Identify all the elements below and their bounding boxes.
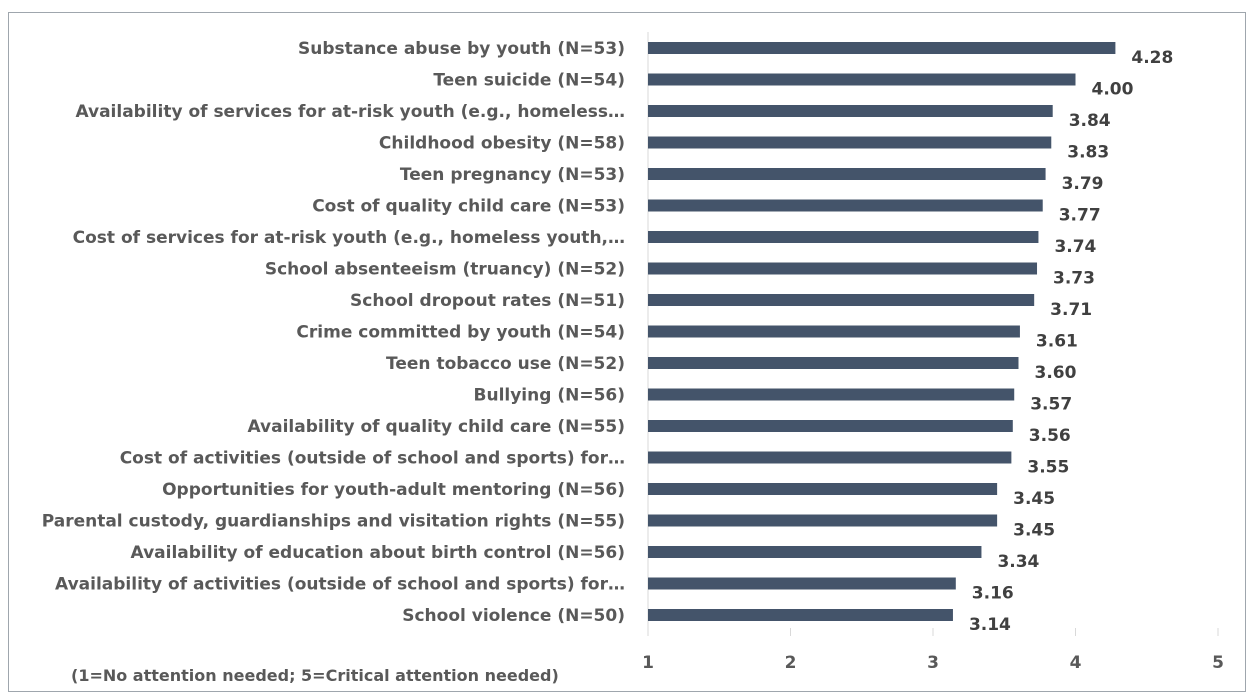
bar <box>648 136 1052 149</box>
x-tick-label: 5 <box>1212 653 1224 673</box>
data-label: 3.56 <box>1029 426 1071 446</box>
category-label: Cost of quality child care (N=53) <box>312 197 625 217</box>
scale-note: (1=No attention needed; 5=Critical atten… <box>71 666 559 685</box>
bar <box>648 294 1035 306</box>
category-label: Availability of services for at-risk you… <box>75 102 625 122</box>
category-label: Substance abuse by youth (N=53) <box>298 39 625 59</box>
bar <box>648 168 1046 180</box>
data-label: 3.14 <box>969 615 1011 635</box>
bar <box>648 609 953 621</box>
bar <box>648 420 1013 432</box>
x-tick-label: 4 <box>1070 653 1082 673</box>
data-label: 3.45 <box>1013 521 1055 541</box>
data-label: 3.45 <box>1013 489 1055 509</box>
category-label: Availability of activities (outside of s… <box>55 575 625 595</box>
x-tick-label: 2 <box>785 653 797 673</box>
category-label: School absenteeism (truancy) (N=52) <box>265 260 625 280</box>
data-label: 3.83 <box>1067 143 1109 163</box>
bar <box>648 199 1043 212</box>
data-label: 3.77 <box>1059 206 1101 226</box>
category-label: Teen pregnancy (N=53) <box>400 165 625 185</box>
data-label: 3.16 <box>972 584 1014 604</box>
x-tick-label: 3 <box>927 653 939 673</box>
category-label: Parental custody, guardianships and visi… <box>42 512 625 532</box>
data-label: 4.00 <box>1092 80 1134 100</box>
bar <box>648 483 998 495</box>
category-label: Childhood obesity (N=58) <box>379 134 625 154</box>
bar <box>648 451 1012 464</box>
data-label: 3.57 <box>1030 395 1072 415</box>
bar <box>648 105 1053 117</box>
x-tick-label: 1 <box>642 653 654 673</box>
category-label: School dropout rates (N=51) <box>350 291 625 311</box>
category-label: Cost of activities (outside of school an… <box>120 449 625 469</box>
bar <box>648 231 1039 243</box>
bar <box>648 388 1015 401</box>
data-label: 3.84 <box>1069 111 1111 131</box>
bar <box>648 514 998 527</box>
category-label: Cost of services for at-risk youth (e.g.… <box>73 228 625 248</box>
category-label: Availability of quality child care (N=55… <box>248 417 626 437</box>
category-label: School violence (N=50) <box>402 606 625 626</box>
bar <box>648 357 1019 369</box>
data-label: 3.71 <box>1050 300 1092 320</box>
data-label: 3.55 <box>1027 458 1069 478</box>
data-label: 3.34 <box>997 552 1039 572</box>
category-label: Teen tobacco use (N=52) <box>386 354 625 374</box>
bar <box>648 73 1076 86</box>
data-label: 3.61 <box>1036 332 1078 352</box>
data-label: 3.74 <box>1054 237 1096 257</box>
bar <box>648 546 982 558</box>
category-label: Availability of education about birth co… <box>131 543 625 563</box>
bar <box>648 577 956 590</box>
data-label: 3.79 <box>1062 174 1104 194</box>
category-label: Opportunities for youth-adult mentoring … <box>162 480 625 500</box>
data-label: 3.60 <box>1035 363 1077 383</box>
data-label: 3.73 <box>1053 269 1095 289</box>
chart-frame <box>8 12 1246 692</box>
bar <box>648 325 1020 338</box>
bar <box>648 42 1116 54</box>
bar <box>648 262 1038 275</box>
data-label: 4.28 <box>1131 48 1173 68</box>
category-label: Crime committed by youth (N=54) <box>296 323 625 343</box>
category-label: Teen suicide (N=54) <box>433 71 625 91</box>
category-label: Bullying (N=56) <box>474 386 625 406</box>
